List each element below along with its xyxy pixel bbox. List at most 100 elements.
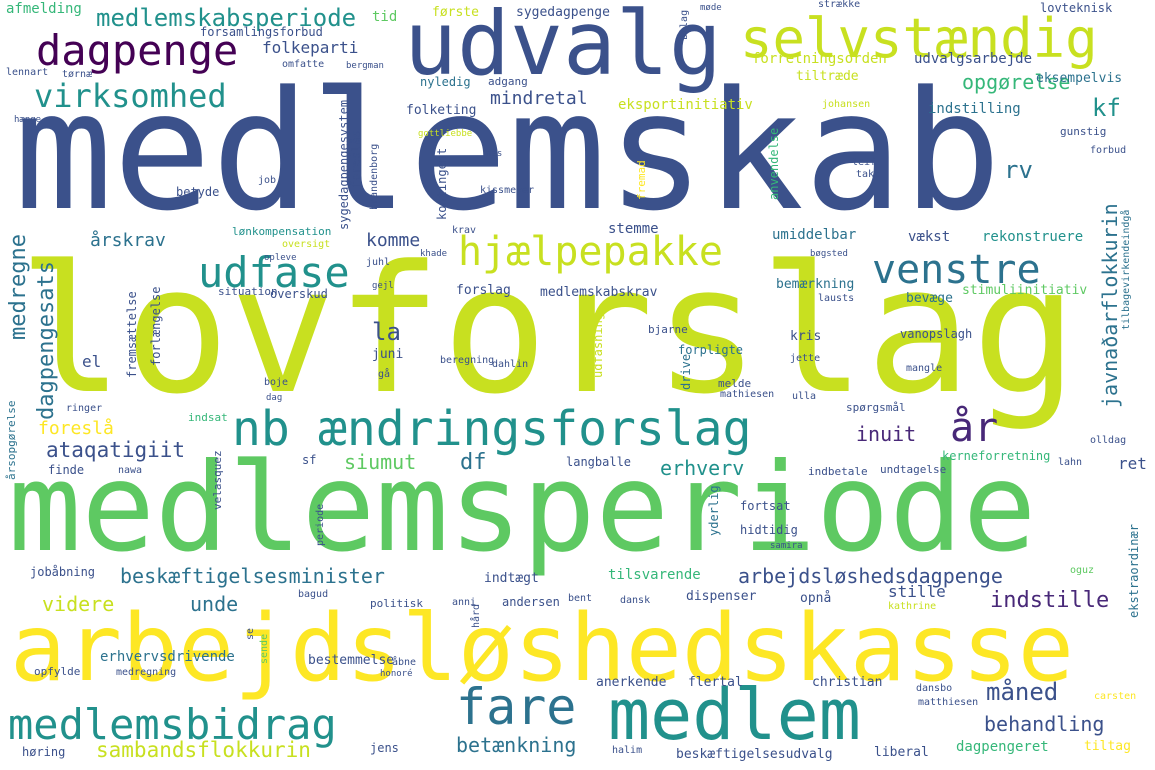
word: afmelding (6, 1, 82, 17)
word: forsamlingsforbud (200, 25, 323, 39)
word: stimuliinitiativ (962, 283, 1088, 298)
word: indstilling (928, 101, 1021, 117)
word: juhl (366, 257, 391, 268)
word: år (950, 405, 999, 451)
word: inuit (856, 422, 917, 446)
word: liberal (874, 745, 929, 760)
word: dagpenge (36, 26, 239, 75)
word: nb (232, 401, 290, 457)
word: rekonstruere (982, 229, 1084, 245)
word: tid (372, 9, 398, 25)
word: møde (700, 3, 722, 13)
word: kathrine (888, 601, 937, 612)
word: situation (218, 285, 278, 298)
word: boje (264, 377, 289, 388)
word: arbejdsløshedsdagpenge (738, 564, 1003, 588)
word: stemme (608, 221, 659, 237)
word: kerneforretning (942, 449, 1051, 463)
word: umiddelbar (772, 227, 857, 243)
word: bagud (298, 589, 329, 600)
word: medlemskabskrav (540, 285, 658, 300)
word: ændringsforslag (318, 401, 752, 457)
word: medlemskab (14, 56, 1002, 247)
word: gottliebbe (418, 129, 473, 139)
word: matthiesen (918, 697, 979, 708)
word: javnaðarflokkurin (1098, 203, 1122, 408)
word: lovteknisk (1040, 1, 1113, 15)
word: bemærkning (776, 277, 855, 292)
word: juni (372, 347, 404, 362)
word: gejl (372, 281, 394, 291)
word: indstille (990, 588, 1110, 613)
word: dansk (620, 595, 651, 606)
word: årsopgørelse (5, 400, 18, 480)
word: medlemsbidrag (8, 700, 337, 749)
word: første (432, 5, 479, 20)
word: medregne (6, 234, 31, 340)
word: forslag (456, 283, 511, 298)
word: strække (818, 0, 861, 10)
word: bergman (346, 61, 384, 71)
word: åbne (392, 657, 417, 668)
word: samira (770, 541, 803, 551)
word: medlem (608, 674, 861, 756)
word: nyledig (420, 75, 471, 89)
word: erhverv (660, 456, 745, 480)
word: se (245, 627, 256, 640)
word: bilag (679, 9, 690, 40)
word: høring (22, 745, 66, 759)
word: indbetale (808, 465, 868, 478)
word: opfylde (34, 665, 81, 678)
word: udvalgsarbejde (914, 51, 1033, 67)
word: dansbo (916, 683, 953, 694)
word: undtagelse (880, 463, 947, 476)
word: christian (812, 675, 883, 690)
word: jens (370, 741, 399, 755)
word: carsten (1094, 691, 1137, 702)
word: tørnæ (62, 69, 93, 80)
word: periode (315, 503, 326, 546)
word: komme (366, 230, 421, 251)
word: tiltræde (796, 69, 859, 84)
word: el (82, 352, 102, 371)
word: ret (1118, 454, 1147, 473)
word: sf (302, 453, 317, 467)
word: dispenser (686, 589, 757, 604)
word: bøgsted (810, 249, 848, 259)
word: opgørelse (962, 70, 1071, 94)
word: brandenborg (369, 143, 380, 210)
word: vanopslagh (900, 327, 973, 341)
word: melde (718, 377, 752, 390)
word: ataqatigiit (46, 438, 186, 462)
word: anni (452, 597, 477, 608)
word: mathiesen (720, 389, 775, 400)
word: opnå (800, 591, 832, 606)
word: dagpengeret (956, 739, 1049, 755)
word: betyde (176, 185, 220, 199)
word: anvendelse (767, 127, 781, 200)
word: foreslå (38, 418, 114, 439)
word: forbud (1090, 145, 1127, 156)
word: årskrav (90, 230, 166, 251)
word: erhvervsdrivende (100, 649, 235, 665)
word: johansen (822, 99, 871, 110)
word: mangle (906, 363, 943, 374)
word: tilbagevirkendeindgå (1121, 209, 1132, 330)
word: udvalg (404, 0, 722, 95)
word: forlængelse (149, 286, 163, 366)
word: mindretal (490, 88, 588, 109)
word: hidtidig (740, 523, 798, 537)
word: kris (790, 329, 822, 344)
word: venstre (872, 247, 1041, 293)
word: nawa (118, 465, 143, 476)
word: stille (888, 582, 946, 601)
word: beskæftigelsesudvalg (676, 747, 833, 762)
word: bent (568, 593, 593, 604)
word: lønkompensation (232, 225, 332, 238)
word: videre (42, 592, 115, 616)
word: folketing (406, 103, 477, 118)
word: udfasning (591, 312, 605, 378)
word: fremsættelse (125, 291, 139, 378)
word: dagpengesats (34, 261, 59, 420)
